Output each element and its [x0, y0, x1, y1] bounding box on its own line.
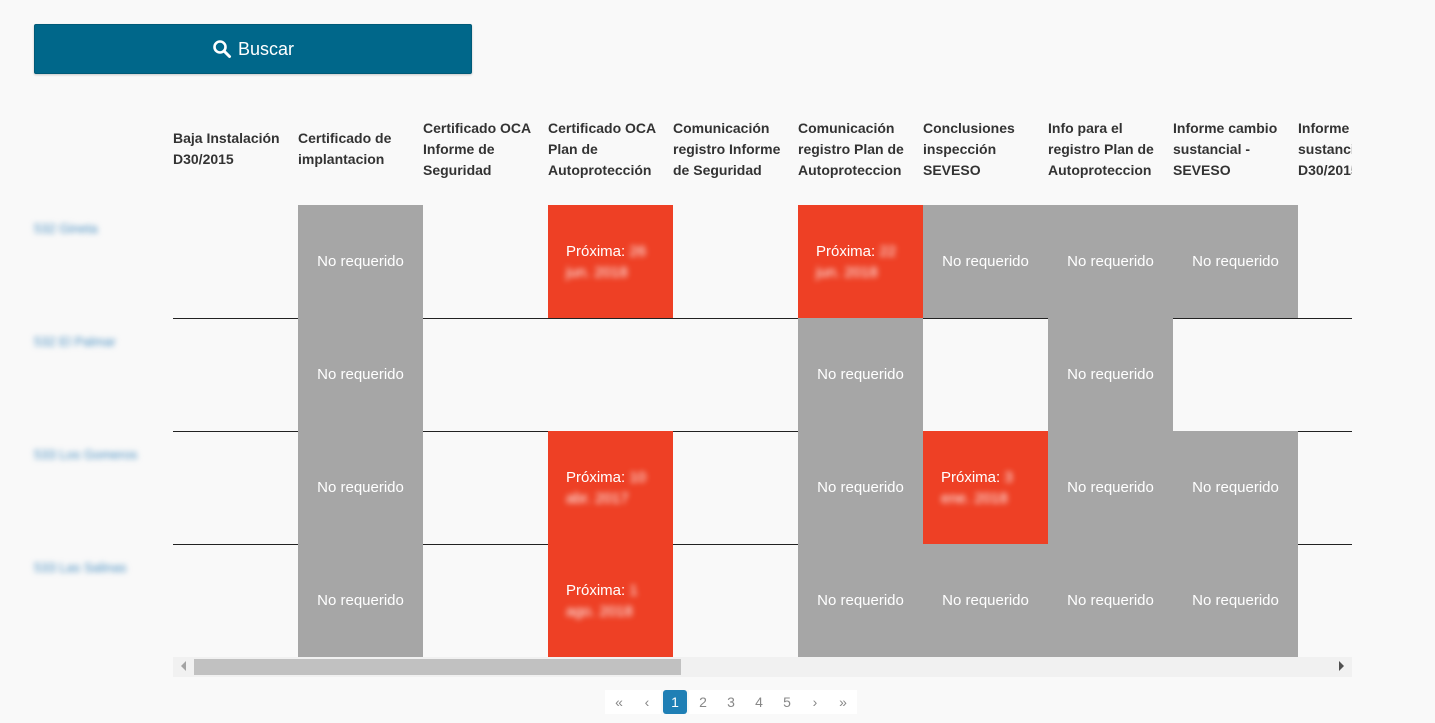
- column-header: Informe cambio sustancial - SEVESO: [1173, 120, 1278, 178]
- status-cell-not-required: No requerido: [923, 205, 1048, 318]
- status-label: Próxima:: [566, 243, 626, 260]
- status-cell-not-required: No requerido: [1048, 431, 1173, 544]
- status-cell-upcoming[interactable]: Próxima: 10 abr. 2017: [548, 431, 673, 544]
- pagination-first[interactable]: «: [605, 690, 633, 714]
- row-divider: [173, 431, 1352, 432]
- column-header: Certificado OCA Informe de Seguridad: [423, 120, 531, 178]
- pagination-page[interactable]: 3: [717, 690, 745, 714]
- status-label: Próxima:: [566, 582, 626, 599]
- pagination-page[interactable]: 2: [689, 690, 717, 714]
- row-label-link[interactable]: 533 Los Gomeros: [34, 447, 138, 462]
- horizontal-scrollbar[interactable]: [173, 657, 1352, 677]
- status-cell-not-required: No requerido: [298, 544, 423, 657]
- status-cell-not-required: No requerido: [798, 544, 923, 657]
- column-header: Comunicación registro Plan de Autoprotec…: [798, 120, 904, 178]
- search-icon: [212, 39, 232, 59]
- status-cell-upcoming[interactable]: Próxima: 26 jun. 2018: [548, 205, 673, 318]
- status-cell-not-required: No requerido: [298, 431, 423, 544]
- column-header: Informe sustancial D30/2015: [1298, 120, 1352, 178]
- due-date: 10 abr. 2017: [566, 469, 647, 507]
- status-label: Próxima:: [816, 243, 876, 260]
- status-cell-not-required: No requerido: [798, 318, 923, 431]
- status-grid: No requerido Próxima: 26 jun. 2018 Próxima…: [173, 205, 1352, 657]
- status-cell-upcoming[interactable]: Próxima: 22 jun. 2018: [798, 205, 923, 318]
- status-label: Próxima:: [941, 469, 1001, 486]
- status-cell-not-required: No requerido: [298, 318, 423, 431]
- column-header: Baja Instalación D30/2015: [173, 130, 280, 167]
- column-header: Certificado de implantacion: [298, 130, 392, 167]
- row-divider: [173, 544, 1352, 545]
- row-label-link[interactable]: 532 Gineta: [34, 221, 98, 236]
- row-label-link[interactable]: 533 Las Salinas: [34, 560, 127, 575]
- status-cell-upcoming[interactable]: Próxima: 3 ene. 2018: [923, 431, 1048, 544]
- scroll-left-arrow-icon[interactable]: [181, 661, 186, 671]
- pagination-page[interactable]: 1: [663, 690, 687, 714]
- due-date: 26 jun. 2018: [566, 243, 647, 281]
- due-date: 3 ene. 2018: [941, 469, 1013, 507]
- status-cell-not-required: No requerido: [298, 205, 423, 318]
- column-headers: Baja Instalación D30/2015 Certificado de …: [173, 118, 1352, 188]
- scroll-right-arrow-icon[interactable]: [1339, 661, 1344, 671]
- status-label: Próxima:: [566, 469, 626, 486]
- search-button-label: Buscar: [237, 38, 295, 59]
- status-cell-not-required: No requerido: [1173, 544, 1298, 657]
- pagination-page[interactable]: 4: [745, 690, 773, 714]
- status-cell-not-required: No requerido: [1173, 205, 1298, 318]
- pagination-last[interactable]: »: [829, 690, 857, 714]
- status-cell-not-required: No requerido: [1048, 205, 1173, 318]
- status-cell-not-required: No requerido: [798, 431, 923, 544]
- scrollbar-thumb[interactable]: [194, 659, 681, 675]
- due-date: 22 jun. 2018: [816, 243, 897, 281]
- due-date: 1 ago. 2018: [566, 582, 638, 620]
- status-cell-not-required: No requerido: [1048, 318, 1173, 431]
- search-button[interactable]: Buscar: [34, 24, 472, 74]
- pagination-page[interactable]: 5: [773, 690, 801, 714]
- column-header: Info para el registro Plan de Autoprotec…: [1048, 120, 1154, 178]
- column-header: Conclusiones inspección SEVESO: [923, 120, 1015, 178]
- row-divider: [173, 318, 1352, 319]
- status-cell-not-required: No requerido: [1048, 544, 1173, 657]
- status-cell-not-required: No requerido: [923, 544, 1048, 657]
- status-cell-not-required: No requerido: [1173, 431, 1298, 544]
- row-label-link[interactable]: 532 El Palmar: [34, 334, 116, 349]
- column-header: Comunicación registro Informe de Segurid…: [673, 120, 781, 178]
- column-header: Certificado OCA Plan de Autoprotección: [548, 120, 656, 178]
- status-cell-upcoming[interactable]: Próxima: 1 ago. 2018: [548, 544, 673, 657]
- pagination-next[interactable]: ›: [801, 690, 829, 714]
- pagination-prev[interactable]: ‹: [633, 690, 661, 714]
